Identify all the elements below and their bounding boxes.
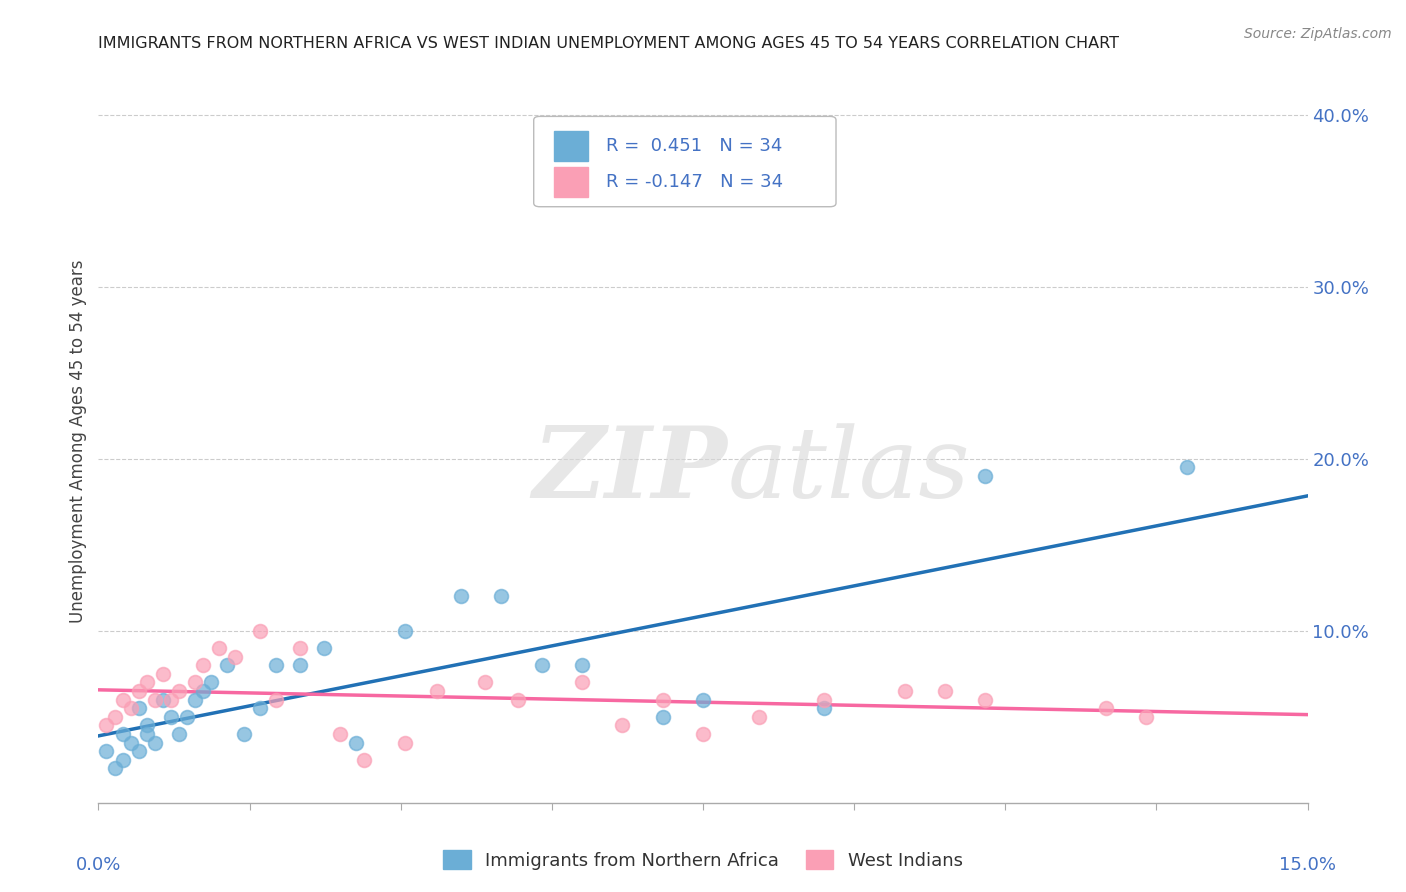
Point — [288, 658, 311, 673]
Point — [813, 692, 835, 706]
Point — [160, 710, 183, 724]
Point — [813, 701, 835, 715]
Point — [120, 735, 142, 749]
Point — [135, 718, 157, 732]
Point — [128, 684, 150, 698]
Bar — [554, 131, 588, 161]
Text: 0.0%: 0.0% — [76, 856, 121, 874]
Point — [1135, 710, 1157, 724]
Point — [152, 666, 174, 681]
Point — [193, 658, 215, 673]
Point — [474, 675, 496, 690]
Legend: Immigrants from Northern Africa, West Indians: Immigrants from Northern Africa, West In… — [436, 843, 970, 877]
Bar — [554, 167, 588, 197]
Point — [264, 692, 287, 706]
Point — [329, 727, 352, 741]
Point — [571, 658, 593, 673]
FancyBboxPatch shape — [534, 117, 837, 207]
Point — [128, 744, 150, 758]
Point — [344, 735, 367, 749]
Point — [135, 675, 157, 690]
Point — [692, 692, 714, 706]
Point — [167, 684, 190, 698]
Point — [1175, 460, 1198, 475]
Point — [96, 744, 118, 758]
Text: atlas: atlas — [727, 423, 970, 518]
Point — [651, 692, 673, 706]
Point — [571, 675, 593, 690]
Point — [394, 735, 416, 749]
Point — [217, 658, 239, 673]
Point — [450, 590, 472, 604]
Point — [249, 624, 271, 638]
Point — [135, 727, 157, 741]
Point — [224, 649, 246, 664]
Point — [111, 727, 134, 741]
Point — [288, 640, 311, 655]
Point — [974, 692, 997, 706]
Point — [111, 692, 134, 706]
Point — [394, 624, 416, 638]
Point — [353, 753, 375, 767]
Point — [184, 675, 207, 690]
Text: R =  0.451   N = 34: R = 0.451 N = 34 — [606, 137, 783, 155]
Point — [208, 640, 231, 655]
Point — [491, 590, 513, 604]
Point — [176, 710, 198, 724]
Y-axis label: Unemployment Among Ages 45 to 54 years: Unemployment Among Ages 45 to 54 years — [69, 260, 87, 624]
Point — [111, 753, 134, 767]
Point — [160, 692, 183, 706]
Point — [692, 727, 714, 741]
Point — [103, 761, 125, 775]
Point — [96, 718, 118, 732]
Text: ZIP: ZIP — [533, 422, 727, 518]
Point — [651, 710, 673, 724]
Point — [128, 701, 150, 715]
Point — [184, 692, 207, 706]
Point — [748, 710, 770, 724]
Point — [506, 692, 529, 706]
Point — [314, 640, 336, 655]
Point — [120, 701, 142, 715]
Text: IMMIGRANTS FROM NORTHERN AFRICA VS WEST INDIAN UNEMPLOYMENT AMONG AGES 45 TO 54 : IMMIGRANTS FROM NORTHERN AFRICA VS WEST … — [98, 36, 1119, 51]
Point — [143, 735, 166, 749]
Point — [530, 658, 553, 673]
Point — [193, 684, 215, 698]
Point — [612, 718, 634, 732]
Text: 15.0%: 15.0% — [1279, 856, 1336, 874]
Point — [974, 469, 997, 483]
Point — [249, 701, 271, 715]
Text: Source: ZipAtlas.com: Source: ZipAtlas.com — [1244, 27, 1392, 41]
Point — [893, 684, 915, 698]
Point — [232, 727, 254, 741]
Point — [167, 727, 190, 741]
Point — [143, 692, 166, 706]
Point — [152, 692, 174, 706]
Text: R = -0.147   N = 34: R = -0.147 N = 34 — [606, 173, 783, 191]
Point — [1095, 701, 1118, 715]
Point — [934, 684, 956, 698]
Point — [426, 684, 449, 698]
Point — [264, 658, 287, 673]
Point — [200, 675, 222, 690]
Point — [103, 710, 125, 724]
